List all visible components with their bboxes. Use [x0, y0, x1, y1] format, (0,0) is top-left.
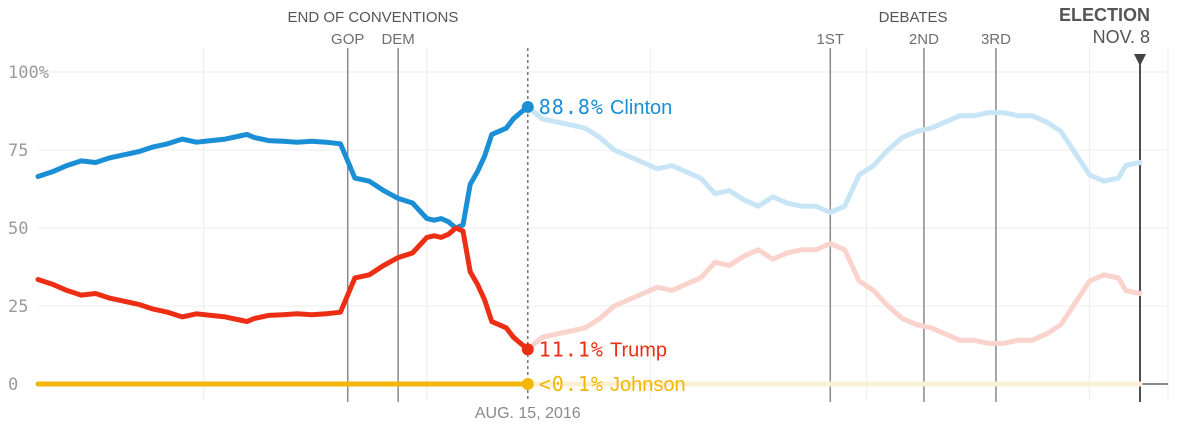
y-tick-label: 75	[8, 141, 28, 161]
johnson-current-value: <0.1%	[539, 372, 604, 396]
y-tick-label: 25	[8, 297, 28, 317]
clinton-current-point	[521, 100, 534, 113]
clinton-current-label: 88.8% Clinton	[539, 95, 672, 119]
event-label: 3RD	[981, 31, 1011, 48]
clinton-history-line	[35, 104, 531, 231]
johnson-name-label: Johnson	[610, 374, 686, 396]
labels-layer: 100% 75 50 25 0 GOP DEM 1ST 2ND 3RD END OF CONVENT…	[8, 5, 1150, 422]
clinton-current-value: 88.8%	[539, 95, 604, 119]
election-header: ELECTION	[1059, 5, 1150, 25]
trump-current-label: 11.1% Trump	[539, 337, 667, 361]
trump-name-label: Trump	[610, 339, 667, 361]
clinton-projection-line	[525, 104, 1143, 215]
today-date-label: AUG. 15, 2016	[475, 405, 581, 422]
clinton-name-label: Clinton	[610, 97, 672, 119]
johnson-current-label: <0.1% Johnson	[539, 372, 686, 396]
johnson-current-point	[521, 378, 534, 390]
debates-header: DEBATES	[879, 9, 948, 26]
event-lines-layer	[346, 48, 1146, 402]
projection-layer	[525, 104, 1143, 387]
event-label: GOP	[331, 31, 364, 48]
trump-current-value: 11.1%	[539, 337, 604, 361]
trump-history-line	[35, 225, 531, 352]
conventions-header: END OF CONVENTIONS	[287, 9, 458, 26]
trump-current-point	[521, 343, 534, 356]
event-label: DEM	[381, 31, 414, 48]
y-tick-label: 50	[8, 219, 28, 239]
event-label: 1ST	[817, 31, 845, 48]
y-tick-label: 100%	[8, 63, 49, 83]
election-date-label: NOV. 8	[1093, 27, 1150, 47]
y-tick-label: 0	[8, 375, 18, 395]
event-label: 2ND	[909, 31, 939, 48]
history-layer	[35, 100, 534, 390]
trump-projection-line	[525, 241, 1143, 352]
election-marker-icon	[1134, 54, 1146, 66]
